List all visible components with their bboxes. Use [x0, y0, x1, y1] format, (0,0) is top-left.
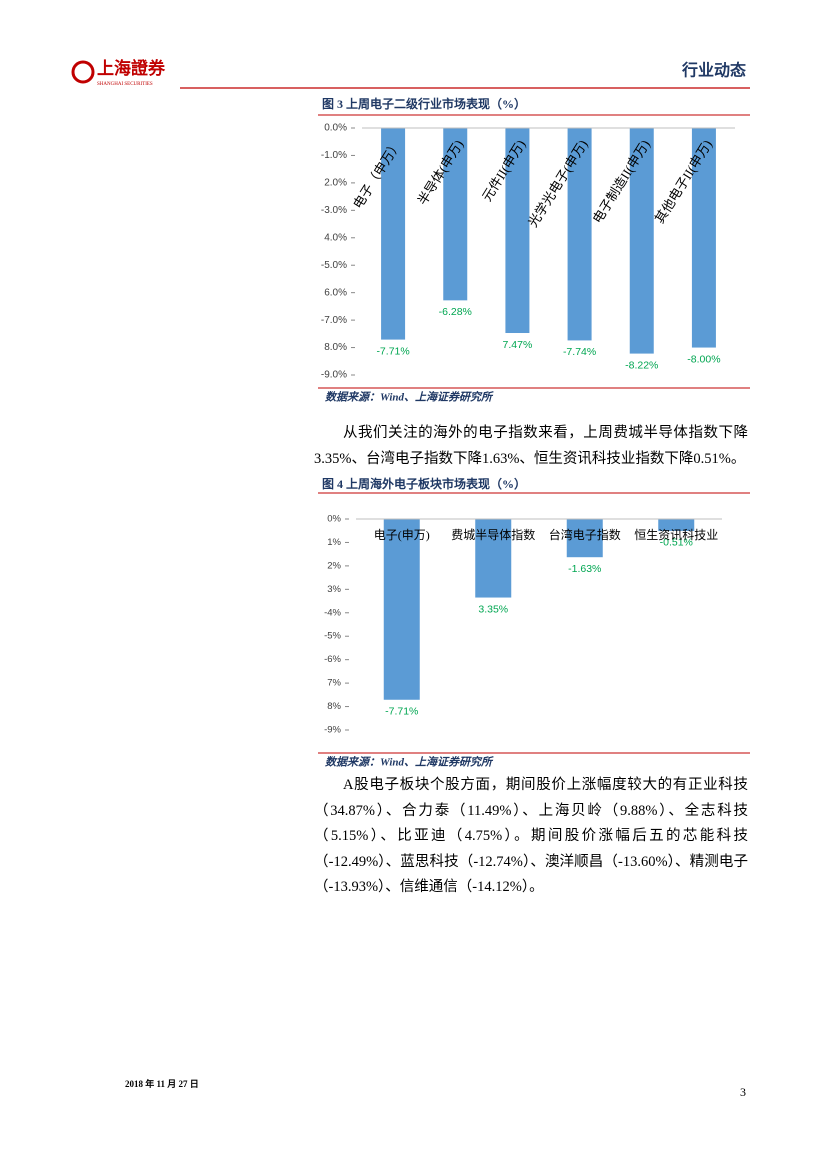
value-label: -8.00%	[687, 353, 720, 365]
y-tick-label: 2%	[327, 560, 341, 571]
bar	[505, 128, 530, 334]
figure-title: 图 4 上周海外电子板块市场表现（%）	[322, 476, 526, 491]
y-tick-label: -6%	[324, 654, 341, 665]
value-label: -6.28%	[439, 306, 472, 318]
logo: 上海證券 SHANGHAI SECURITIES	[71, 58, 166, 87]
y-tick-label: -9%	[324, 725, 341, 736]
bar	[381, 128, 406, 340]
y-tick-label: 2.0%	[324, 178, 347, 189]
section-title: 行业动态	[681, 61, 746, 80]
x-tick-label: 费城半导体指数	[451, 527, 535, 542]
y-tick-label: 4.0%	[324, 232, 347, 243]
value-label: 7.47%	[503, 339, 533, 351]
y-tick-label: -4%	[324, 607, 341, 618]
value-label: -7.71%	[385, 706, 418, 718]
y-tick-label: -1.0%	[321, 150, 347, 161]
x-tick-label: 台湾电子指数	[549, 527, 621, 542]
y-tick-label: 8.0%	[324, 342, 347, 353]
y-tick-label: -5%	[324, 631, 341, 642]
footer-date: 2018 年 11 月 27 日	[125, 1078, 199, 1089]
page-number: 3	[740, 1085, 746, 1099]
x-tick-label: 恒生资讯科技业	[634, 528, 718, 542]
y-tick-label: 3%	[327, 584, 341, 595]
value-label: -8.22%	[625, 359, 658, 371]
figure-source: 数据来源：Wind、上海证券研究所	[325, 391, 494, 404]
value-label: 3.35%	[478, 603, 508, 615]
bar	[691, 128, 716, 348]
y-tick-label: 0.0%	[324, 123, 347, 134]
value-label: -1.63%	[568, 563, 601, 575]
bar	[629, 128, 654, 354]
bar	[567, 128, 592, 341]
y-tick-label: -3.0%	[321, 205, 347, 216]
bar	[658, 519, 695, 531]
y-tick-label: 6.0%	[324, 287, 347, 298]
paragraph: A股电子板块个股方面，期间股价上涨幅度较大的有正业科技（34.87%）、合力泰（…	[314, 777, 748, 895]
paragraph: 从我们关注的海外的电子指数来看，上周费城半导体指数下降3.35%、台湾电子指数下…	[314, 425, 748, 467]
bar	[475, 519, 512, 598]
y-tick-label: 7%	[327, 678, 341, 689]
logo-text: 上海證券	[97, 58, 166, 78]
figure-title: 图 3 上周电子二级行业市场表现（%）	[322, 96, 526, 111]
logo-en: SHANGHAI SECURITIES	[97, 82, 153, 87]
y-tick-label: 1%	[327, 537, 341, 548]
bar	[443, 128, 468, 301]
value-label: -7.74%	[563, 346, 596, 358]
value-label: -0.51%	[660, 537, 693, 549]
y-tick-label: -7.0%	[321, 315, 347, 326]
x-tick-label: 电子(申万)	[374, 528, 430, 542]
figure-source: 数据来源：Wind、上海证券研究所	[325, 756, 494, 769]
bar	[566, 519, 603, 558]
y-tick-label: -5.0%	[321, 260, 347, 271]
bar	[383, 519, 420, 700]
value-label: -7.71%	[376, 345, 409, 357]
y-tick-label: -9.0%	[321, 370, 347, 381]
logo-icon	[71, 60, 95, 84]
y-tick-label: 0%	[327, 514, 341, 525]
y-tick-label: 8%	[327, 701, 341, 712]
